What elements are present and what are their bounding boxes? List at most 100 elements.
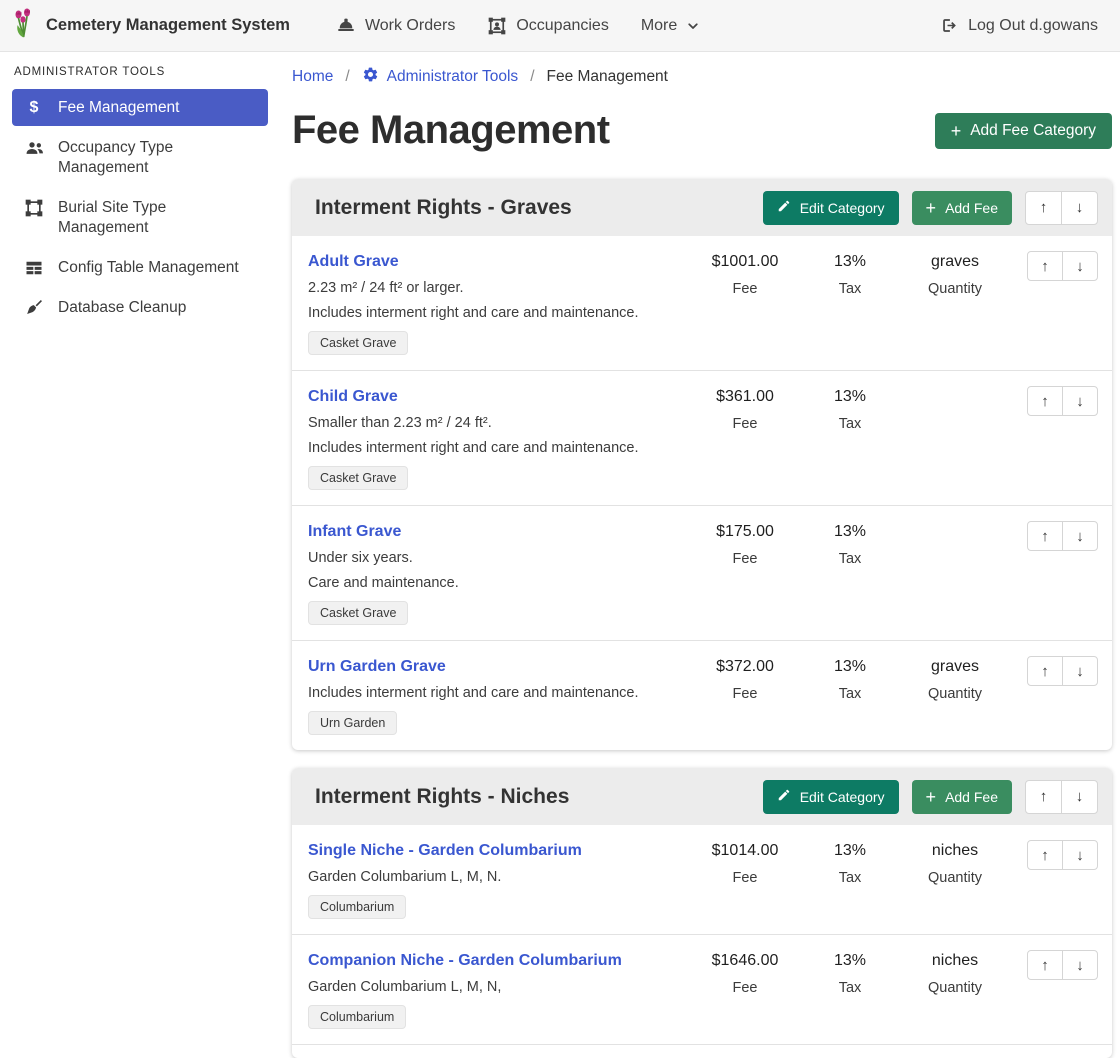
dollar-icon: $ <box>23 98 45 118</box>
plus-icon: + <box>926 200 937 216</box>
move-fee-down-button[interactable]: ↓ <box>1062 840 1098 870</box>
move-category-up-button[interactable]: ↑ <box>1025 780 1062 814</box>
edit-category-label: Edit Category <box>800 199 885 217</box>
move-fee-down-button[interactable]: ↓ <box>1062 656 1098 686</box>
move-fee-down-button[interactable]: ↓ <box>1062 251 1098 281</box>
fee-amount: $1001.00 <box>690 251 800 272</box>
fee-description: Includes interment right and care and ma… <box>308 303 690 323</box>
hard-hat-icon <box>336 16 356 36</box>
sidebar-heading: ADMINISTRATOR TOOLS <box>0 56 280 86</box>
logout-button[interactable]: Log Out d.gowans <box>940 16 1098 35</box>
move-fee-down-button[interactable]: ↓ <box>1062 386 1098 416</box>
fee-name-link[interactable]: Urn Garden Grave <box>308 656 446 677</box>
fee-tax-label: Tax <box>800 416 900 432</box>
fee-descriptions: Garden Columbarium L, M, N. <box>308 867 690 887</box>
fee-amount-label: Fee <box>690 281 800 297</box>
fee-amount-label: Fee <box>690 416 800 432</box>
fee-description: Includes interment right and care and ma… <box>308 683 690 703</box>
move-fee-down-button[interactable]: ↓ <box>1062 521 1098 551</box>
nav-item-work-orders[interactable]: Work Orders <box>336 16 455 36</box>
sidebar-item-fee-management[interactable]: $ Fee Management <box>12 89 268 126</box>
edit-category-button[interactable]: Edit Category <box>763 780 899 814</box>
nav-item-more[interactable]: More <box>641 17 700 35</box>
app-title: Cemetery Management System <box>46 16 290 35</box>
edit-category-button[interactable]: Edit Category <box>763 191 899 225</box>
add-fee-label: Add Fee <box>945 788 998 806</box>
categories: Interment Rights - Graves Edit Category … <box>292 179 1112 1058</box>
pencil-icon <box>777 788 791 806</box>
fee-badge: Urn Garden <box>308 711 397 735</box>
fee-tax: 13% <box>800 840 900 861</box>
move-fee-up-button[interactable]: ↑ <box>1027 950 1063 980</box>
fee-descriptions: Under six years.Care and maintenance. <box>308 548 690 593</box>
fee-amount: $1014.00 <box>690 840 800 861</box>
move-fee-up-button[interactable]: ↑ <box>1027 251 1063 281</box>
fee-quantity: niches <box>900 840 1010 861</box>
frame-icon <box>23 198 45 218</box>
add-fee-button[interactable]: + Add Fee <box>912 780 1012 814</box>
move-category-down-button[interactable]: ↓ <box>1061 780 1098 814</box>
page-title: Fee Management <box>292 108 610 153</box>
fee-quantity-label: Quantity <box>900 870 1010 886</box>
fee-descriptions: Smaller than 2.23 m² / 24 ft².Includes i… <box>308 413 690 458</box>
add-fee-category-label: Add Fee Category <box>970 122 1096 140</box>
fee-quantity: niches <box>900 950 1010 971</box>
category-header: Interment Rights - Niches Edit Category … <box>292 768 1112 825</box>
pencil-icon <box>777 199 791 217</box>
add-fee-label: Add Fee <box>945 199 998 217</box>
fee-row: Infant Grave Under six years.Care and ma… <box>292 505 1112 640</box>
move-category-up-button[interactable]: ↑ <box>1025 191 1062 225</box>
chevron-down-icon <box>686 19 700 33</box>
fee-description: Includes interment right and care and ma… <box>308 438 690 458</box>
broom-icon <box>23 298 45 318</box>
logout-label: Log Out d.gowans <box>968 17 1098 35</box>
fee-name-link[interactable]: Single Niche - Garden Columbarium <box>308 840 582 861</box>
fee-name-link[interactable]: Infant Grave <box>308 521 401 542</box>
fee-quantity-label: Quantity <box>900 281 1010 297</box>
tulip-logo-icon <box>12 7 38 44</box>
breadcrumb-separator: / <box>530 68 534 86</box>
move-category-down-button[interactable]: ↓ <box>1061 191 1098 225</box>
occupancies-icon <box>487 16 507 36</box>
sidebar-item-burial-site-type[interactable]: Burial Site Type Management <box>12 189 268 246</box>
fee-description: Under six years. <box>308 548 690 568</box>
fee-tax-label: Tax <box>800 870 900 886</box>
fee-badge: Casket Grave <box>308 466 408 490</box>
fee-badge: Casket Grave <box>308 601 408 625</box>
fee-name-link[interactable]: Companion Niche - Garden Columbarium <box>308 950 622 971</box>
fee-tax: 13% <box>800 950 900 971</box>
fee-name-link[interactable]: Child Grave <box>308 386 398 407</box>
add-fee-button[interactable]: + Add Fee <box>912 191 1012 225</box>
logout-icon <box>940 16 959 35</box>
move-fee-up-button[interactable]: ↑ <box>1027 656 1063 686</box>
fee-amount: $175.00 <box>690 521 800 542</box>
sidebar-item-config-table[interactable]: Config Table Management <box>12 249 268 286</box>
fee-tax: 13% <box>800 386 900 407</box>
move-fee-up-button[interactable]: ↑ <box>1027 840 1063 870</box>
sidebar: ADMINISTRATOR TOOLS $ Fee Management Occ… <box>0 52 280 939</box>
gear-icon <box>362 66 379 88</box>
fee-descriptions: Garden Columbarium L, M, N, <box>308 977 690 997</box>
fee-badge: Columbarium <box>308 895 406 919</box>
plus-icon: + <box>951 123 962 139</box>
sidebar-item-occupancy-type[interactable]: Occupancy Type Management <box>12 129 268 186</box>
nav-item-occupancies[interactable]: Occupancies <box>487 16 609 36</box>
fee-tax: 13% <box>800 656 900 677</box>
fee-quantity: graves <box>900 251 1010 272</box>
category-header: Interment Rights - Graves Edit Category … <box>292 179 1112 236</box>
breadcrumb-admin-tools-label: Administrator Tools <box>387 68 519 86</box>
fee-tax: 13% <box>800 521 900 542</box>
fee-name-link[interactable]: Adult Grave <box>308 251 399 272</box>
people-icon <box>23 138 45 158</box>
add-fee-category-button[interactable]: + Add Fee Category <box>935 113 1112 149</box>
fee-tax-label: Tax <box>800 551 900 567</box>
breadcrumb-admin-tools-link[interactable]: Administrator Tools <box>362 66 519 88</box>
breadcrumb-home-link[interactable]: Home <box>292 68 333 86</box>
move-fee-down-button[interactable]: ↓ <box>1062 950 1098 980</box>
move-fee-up-button[interactable]: ↑ <box>1027 521 1063 551</box>
sidebar-item-database-cleanup[interactable]: Database Cleanup <box>12 289 268 326</box>
fee-amount: $361.00 <box>690 386 800 407</box>
breadcrumb-current: Fee Management <box>547 68 669 86</box>
fee-amount: $372.00 <box>690 656 800 677</box>
move-fee-up-button[interactable]: ↑ <box>1027 386 1063 416</box>
